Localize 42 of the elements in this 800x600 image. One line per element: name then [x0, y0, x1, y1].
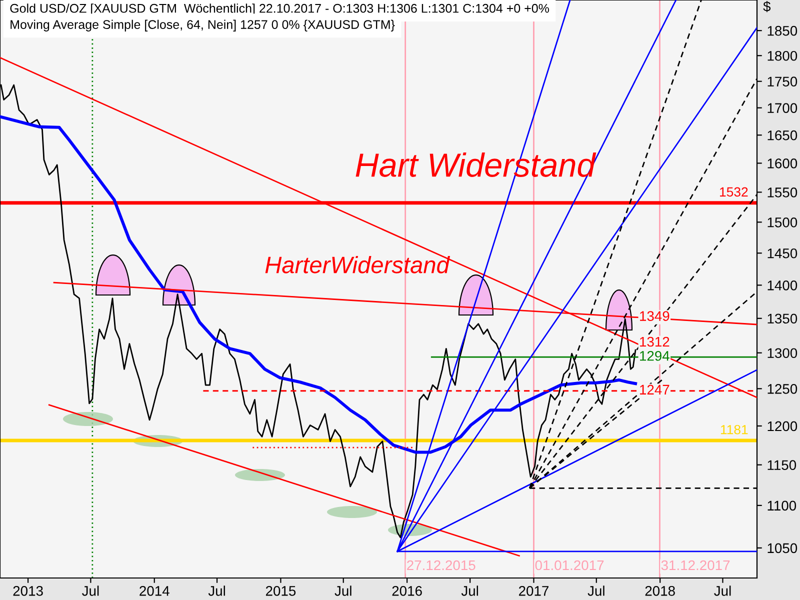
x-tick-label: 2017: [518, 586, 548, 596]
y-tick-label: 1400: [768, 280, 798, 290]
y-tick-label: 1650: [768, 130, 798, 140]
y-tick-label: 1300: [768, 348, 798, 358]
y-tick-label: 1600: [768, 158, 798, 168]
x-tick-label: Jul: [714, 586, 731, 596]
series-label: 1294: [640, 350, 670, 361]
x-tick-label: Jul: [588, 586, 604, 596]
ref-line-label: 01.01.2017: [535, 560, 604, 570]
y-tick-label: 1150: [768, 460, 796, 470]
ref-line-label: 1532: [720, 187, 748, 197]
x-tick-label: 2018: [645, 586, 675, 596]
y-tick-label: 1100: [768, 500, 796, 511]
ref-line-label: 31.12.2017: [661, 560, 730, 570]
series-label: 1247: [640, 384, 670, 394]
y-tick-label: 1800: [768, 50, 798, 61]
annotation: HarterWiderstand: [265, 256, 450, 274]
x-tick-label: 2014: [140, 586, 170, 596]
x-tick-label: 2015: [266, 586, 296, 596]
x-tick-label: 2013: [13, 586, 43, 596]
series-label: 1349: [640, 311, 670, 321]
x-tick-label: Jul: [82, 586, 99, 596]
y-tick-label: 1550: [768, 188, 798, 198]
y-tick-label: 1850: [768, 26, 798, 36]
y-tick-label: 1500: [768, 217, 798, 228]
y-tick-label: 1050: [768, 543, 798, 554]
ref-line-label: 27.12.2015: [407, 560, 476, 570]
y-tick-label: 1750: [768, 76, 798, 87]
y-tick-label: 1250: [768, 384, 798, 394]
y-tick-label: 1350: [768, 314, 798, 324]
series-label: 1312: [640, 336, 670, 347]
x-tick-label: Jul: [334, 586, 352, 596]
chart-title: Gold USD/OZ [XAUUSD GTM Wöchentlich] 22.10.2017 - O:1303 H:1306 L:1301 C:1304 +0 +0%: [10, 4, 550, 16]
x-tick-label: 2016: [392, 586, 422, 596]
x-tick-label: Jul: [461, 586, 478, 596]
y-tick-label: 1700: [768, 103, 798, 113]
y-tick-label: 1450: [768, 248, 798, 258]
text: Moving Average Simple [Close, 64, Nein] 1257 0 0% {XAUUSD GTM}: [10, 20, 395, 32]
y-axis-title: $: [763, 0, 771, 12]
x-tick-label: Jul: [208, 586, 225, 596]
y-tick-label: 1200: [768, 421, 798, 432]
ref-line-label: 1181: [720, 424, 748, 434]
